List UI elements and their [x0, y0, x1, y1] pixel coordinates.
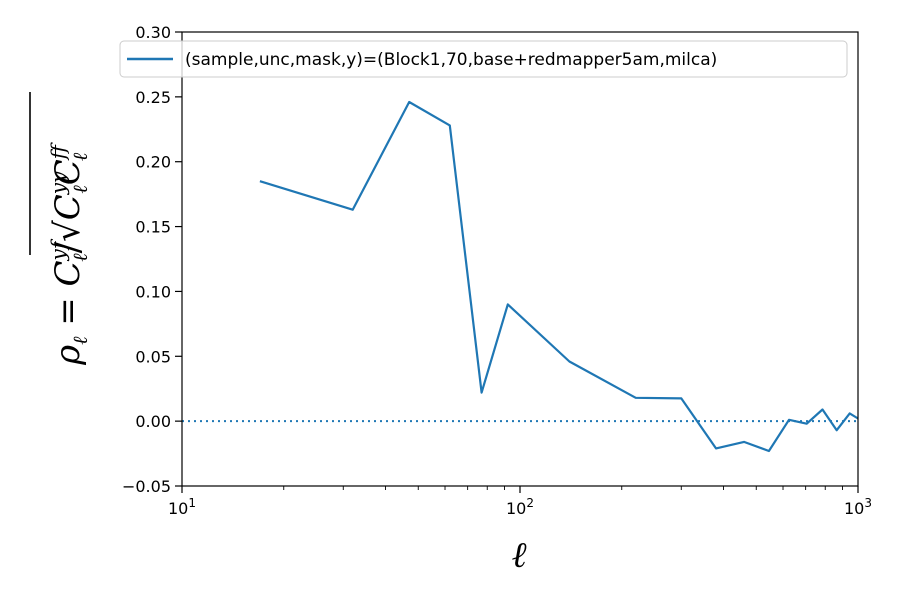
series-line — [259, 100, 859, 453]
y-tick-label: 0.20 — [135, 153, 171, 172]
x-axis-label: ℓ — [512, 535, 527, 576]
y-tick-label: −0.05 — [122, 477, 171, 496]
x-tick-labels: 101 102 103 — [168, 496, 872, 518]
legend-label: (sample,unc,mask,y)=(Block1,70,base+redm… — [185, 50, 717, 70]
major-ticks — [175, 31, 859, 493]
y-tick-label: 0.15 — [135, 218, 171, 237]
x-tick-label: 102 — [506, 496, 534, 518]
plot-frame — [181, 31, 859, 487]
y-tick-label: 0.30 — [135, 23, 171, 42]
y-tick-label: 0.25 — [135, 88, 171, 107]
minor-ticks — [283, 486, 843, 490]
y-tick-label: 0.05 — [135, 347, 171, 366]
legend: (sample,unc,mask,y)=(Block1,70,base+redm… — [119, 40, 848, 78]
y-tick-labels: −0.05 0.00 0.05 0.10 0.15 0.20 0.25 0.30 — [122, 23, 171, 496]
x-tick-label: 101 — [168, 496, 196, 518]
series-layer — [259, 100, 859, 453]
y-tick-label: 0.00 — [135, 412, 171, 431]
legend-box — [119, 40, 848, 78]
x-tick-label: 103 — [844, 496, 872, 518]
y-tick-label: 0.10 — [135, 282, 171, 301]
y-axis-label: ρℓ = Cyfℓ/√CyyℓCffℓ — [46, 141, 92, 366]
